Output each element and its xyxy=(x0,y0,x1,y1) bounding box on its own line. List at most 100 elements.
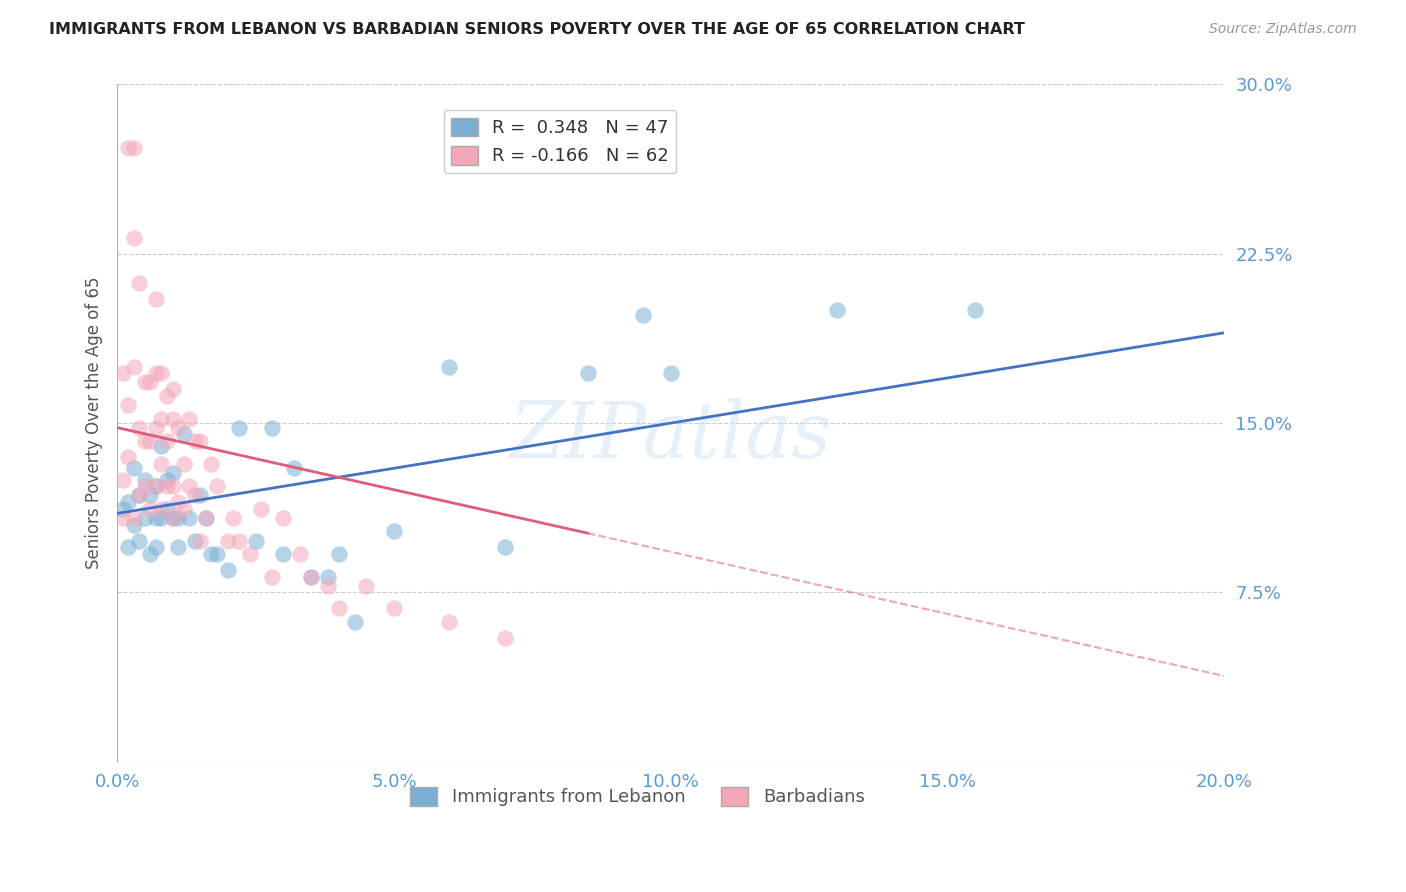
Point xyxy=(188,488,211,502)
Point xyxy=(150,511,173,525)
Point xyxy=(111,502,134,516)
Point xyxy=(162,511,184,525)
Point xyxy=(173,457,195,471)
Point xyxy=(344,615,367,629)
Point xyxy=(150,502,173,516)
Point xyxy=(316,569,339,583)
Point xyxy=(439,359,461,374)
Point xyxy=(245,533,267,548)
Point xyxy=(200,457,222,471)
Point xyxy=(205,547,228,561)
Point xyxy=(382,601,405,615)
Point xyxy=(128,533,150,548)
Point xyxy=(316,579,339,593)
Point xyxy=(156,473,179,487)
Point xyxy=(167,541,190,555)
Point xyxy=(128,420,150,434)
Point xyxy=(439,615,461,629)
Point xyxy=(167,420,190,434)
Text: IMMIGRANTS FROM LEBANON VS BARBADIAN SENIORS POVERTY OVER THE AGE OF 65 CORRELAT: IMMIGRANTS FROM LEBANON VS BARBADIAN SEN… xyxy=(49,22,1025,37)
Point xyxy=(173,502,195,516)
Point xyxy=(188,533,211,548)
Point xyxy=(239,547,262,561)
Point xyxy=(631,308,654,322)
Point xyxy=(659,367,682,381)
Point xyxy=(494,541,516,555)
Point xyxy=(128,488,150,502)
Point xyxy=(271,511,294,525)
Point xyxy=(111,511,134,525)
Point xyxy=(179,479,201,493)
Point xyxy=(145,479,167,493)
Point xyxy=(122,461,145,475)
Point xyxy=(117,141,139,155)
Point xyxy=(183,533,205,548)
Point xyxy=(122,141,145,155)
Point xyxy=(271,547,294,561)
Point xyxy=(188,434,211,449)
Point xyxy=(156,479,179,493)
Point xyxy=(145,292,167,306)
Point xyxy=(167,495,190,509)
Point xyxy=(328,601,350,615)
Point xyxy=(217,563,239,577)
Point xyxy=(117,541,139,555)
Point xyxy=(183,434,205,449)
Point xyxy=(156,389,179,403)
Point xyxy=(117,495,139,509)
Point xyxy=(283,461,305,475)
Point xyxy=(150,367,173,381)
Point xyxy=(262,420,284,434)
Text: ZIPatlas: ZIPatlas xyxy=(509,399,832,475)
Point xyxy=(262,569,284,583)
Point xyxy=(179,411,201,425)
Point xyxy=(179,511,201,525)
Point xyxy=(145,511,167,525)
Point xyxy=(173,427,195,442)
Point xyxy=(162,479,184,493)
Point xyxy=(122,517,145,532)
Point xyxy=(134,376,156,390)
Point xyxy=(576,367,599,381)
Point xyxy=(145,367,167,381)
Point xyxy=(228,420,250,434)
Point xyxy=(167,511,190,525)
Point xyxy=(139,547,162,561)
Point xyxy=(122,511,145,525)
Point xyxy=(145,479,167,493)
Point xyxy=(145,541,167,555)
Point xyxy=(145,420,167,434)
Point xyxy=(122,359,145,374)
Point xyxy=(494,631,516,645)
Point xyxy=(150,457,173,471)
Point xyxy=(354,579,377,593)
Point xyxy=(250,502,273,516)
Point xyxy=(162,382,184,396)
Point xyxy=(134,434,156,449)
Point xyxy=(156,502,179,516)
Point xyxy=(122,231,145,245)
Point xyxy=(963,303,986,318)
Point xyxy=(299,569,322,583)
Point xyxy=(162,511,184,525)
Point xyxy=(183,488,205,502)
Point xyxy=(134,473,156,487)
Point xyxy=(194,511,217,525)
Point xyxy=(162,466,184,480)
Y-axis label: Seniors Poverty Over the Age of 65: Seniors Poverty Over the Age of 65 xyxy=(86,277,103,569)
Point xyxy=(117,398,139,412)
Point xyxy=(111,367,134,381)
Point xyxy=(328,547,350,561)
Point xyxy=(128,488,150,502)
Point xyxy=(288,547,311,561)
Point xyxy=(299,569,322,583)
Legend: Immigrants from Lebanon, Barbadians: Immigrants from Lebanon, Barbadians xyxy=(404,780,872,814)
Point xyxy=(382,524,405,539)
Point xyxy=(222,511,245,525)
Point xyxy=(825,303,848,318)
Point xyxy=(162,411,184,425)
Point xyxy=(217,533,239,548)
Point xyxy=(134,479,156,493)
Point xyxy=(139,434,162,449)
Point xyxy=(156,434,179,449)
